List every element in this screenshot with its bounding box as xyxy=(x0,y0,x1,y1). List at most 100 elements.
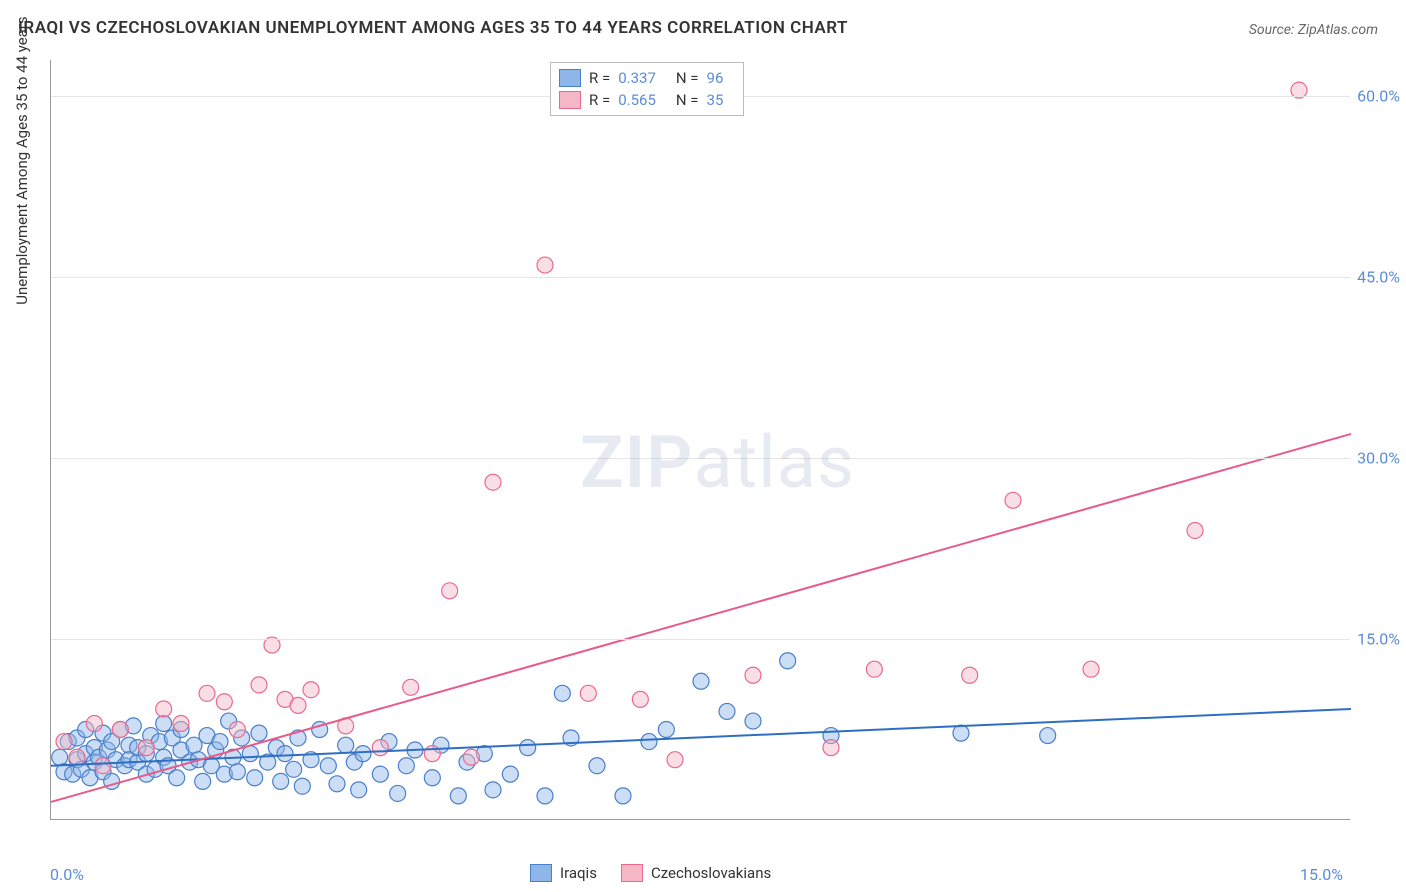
data-point xyxy=(485,474,501,490)
data-point xyxy=(156,715,172,731)
data-point xyxy=(199,685,215,701)
data-point xyxy=(953,725,969,741)
data-point xyxy=(450,788,466,804)
stat-r-label: R = xyxy=(589,91,610,109)
data-point xyxy=(355,746,371,762)
stat-n-label: N = xyxy=(676,69,699,87)
data-point xyxy=(390,785,406,801)
legend-item: Iraqis xyxy=(530,864,597,882)
data-point xyxy=(372,766,388,782)
data-point xyxy=(372,740,388,756)
legend-swatch xyxy=(559,91,581,109)
data-point xyxy=(138,740,154,756)
data-point xyxy=(1005,492,1021,508)
stat-r-value: 0.337 xyxy=(618,69,656,87)
stat-r-value: 0.565 xyxy=(618,91,656,109)
data-point xyxy=(537,788,553,804)
chart-title: IRAQI VS CZECHOSLOVAKIAN UNEMPLOYMENT AM… xyxy=(18,18,848,38)
stat-n-label: N = xyxy=(676,91,699,109)
data-point xyxy=(277,746,293,762)
data-point xyxy=(632,691,648,707)
data-point xyxy=(520,740,536,756)
data-point xyxy=(229,722,245,738)
data-point xyxy=(537,257,553,273)
legend-item: Czechoslovakians xyxy=(621,864,771,882)
data-point xyxy=(273,773,289,789)
data-point xyxy=(667,752,683,768)
data-point xyxy=(303,682,319,698)
data-point xyxy=(589,758,605,774)
data-point xyxy=(1083,661,1099,677)
data-point xyxy=(329,776,345,792)
data-point xyxy=(641,734,657,750)
legend-swatch xyxy=(559,69,581,87)
data-point xyxy=(212,734,228,750)
data-point xyxy=(580,685,596,701)
legend-label: Iraqis xyxy=(560,864,597,882)
data-point xyxy=(745,667,761,683)
stat-n-value: 35 xyxy=(707,91,724,109)
y-tick-label: 60.0% xyxy=(1320,87,1400,106)
x-tick-label: 15.0% xyxy=(1300,865,1343,884)
data-point xyxy=(247,770,263,786)
data-point xyxy=(866,661,882,677)
data-point xyxy=(251,725,267,741)
data-point xyxy=(398,758,414,774)
gridline xyxy=(51,639,1350,640)
data-point xyxy=(195,773,211,789)
data-point xyxy=(693,673,709,689)
data-point xyxy=(403,679,419,695)
data-point xyxy=(173,715,189,731)
data-point xyxy=(424,770,440,786)
y-tick-label: 45.0% xyxy=(1320,268,1400,287)
scatter-plot xyxy=(50,60,1350,820)
source-label: Source: ZipAtlas.com xyxy=(1249,22,1378,38)
stat-r-label: R = xyxy=(589,69,610,87)
data-point xyxy=(442,583,458,599)
data-point xyxy=(286,761,302,777)
y-axis-label: Unemployment Among Ages 35 to 44 years xyxy=(13,16,31,304)
data-point xyxy=(320,758,336,774)
data-point xyxy=(1040,728,1056,744)
data-point xyxy=(229,764,245,780)
data-point xyxy=(719,703,735,719)
legend-stats: R = 0.337 N = 96 R = 0.565 N = 35 xyxy=(550,62,744,116)
legend-swatch xyxy=(621,864,643,882)
data-point xyxy=(554,685,570,701)
data-point xyxy=(56,734,72,750)
legend-stat-row: R = 0.565 N = 35 xyxy=(559,89,735,111)
data-point xyxy=(95,758,111,774)
data-point xyxy=(962,667,978,683)
data-point xyxy=(615,788,631,804)
data-point xyxy=(780,653,796,669)
data-point xyxy=(169,770,185,786)
source-prefix: Source: xyxy=(1249,22,1298,38)
legend-series: Iraqis Czechoslovakians xyxy=(530,864,771,882)
data-point xyxy=(502,766,518,782)
gridline xyxy=(51,458,1350,459)
x-tick-label: 0.0% xyxy=(50,865,84,884)
data-point xyxy=(290,697,306,713)
data-point xyxy=(216,694,232,710)
data-point xyxy=(485,782,501,798)
data-point xyxy=(112,722,128,738)
gridline xyxy=(51,277,1350,278)
data-point xyxy=(745,713,761,729)
data-point xyxy=(1187,522,1203,538)
data-point xyxy=(251,677,267,693)
stat-n-value: 96 xyxy=(707,69,724,87)
legend-swatch xyxy=(530,864,552,882)
data-point xyxy=(338,737,354,753)
data-point xyxy=(86,715,102,731)
data-point xyxy=(823,740,839,756)
data-point xyxy=(156,701,172,717)
y-tick-label: 15.0% xyxy=(1320,630,1400,649)
data-point xyxy=(463,749,479,765)
legend-stat-row: R = 0.337 N = 96 xyxy=(559,67,735,89)
data-point xyxy=(52,749,68,765)
source-value: ZipAtlas.com xyxy=(1298,22,1378,38)
data-point xyxy=(658,722,674,738)
data-point xyxy=(351,782,367,798)
legend-label: Czechoslovakians xyxy=(651,864,771,882)
data-point xyxy=(294,778,310,794)
